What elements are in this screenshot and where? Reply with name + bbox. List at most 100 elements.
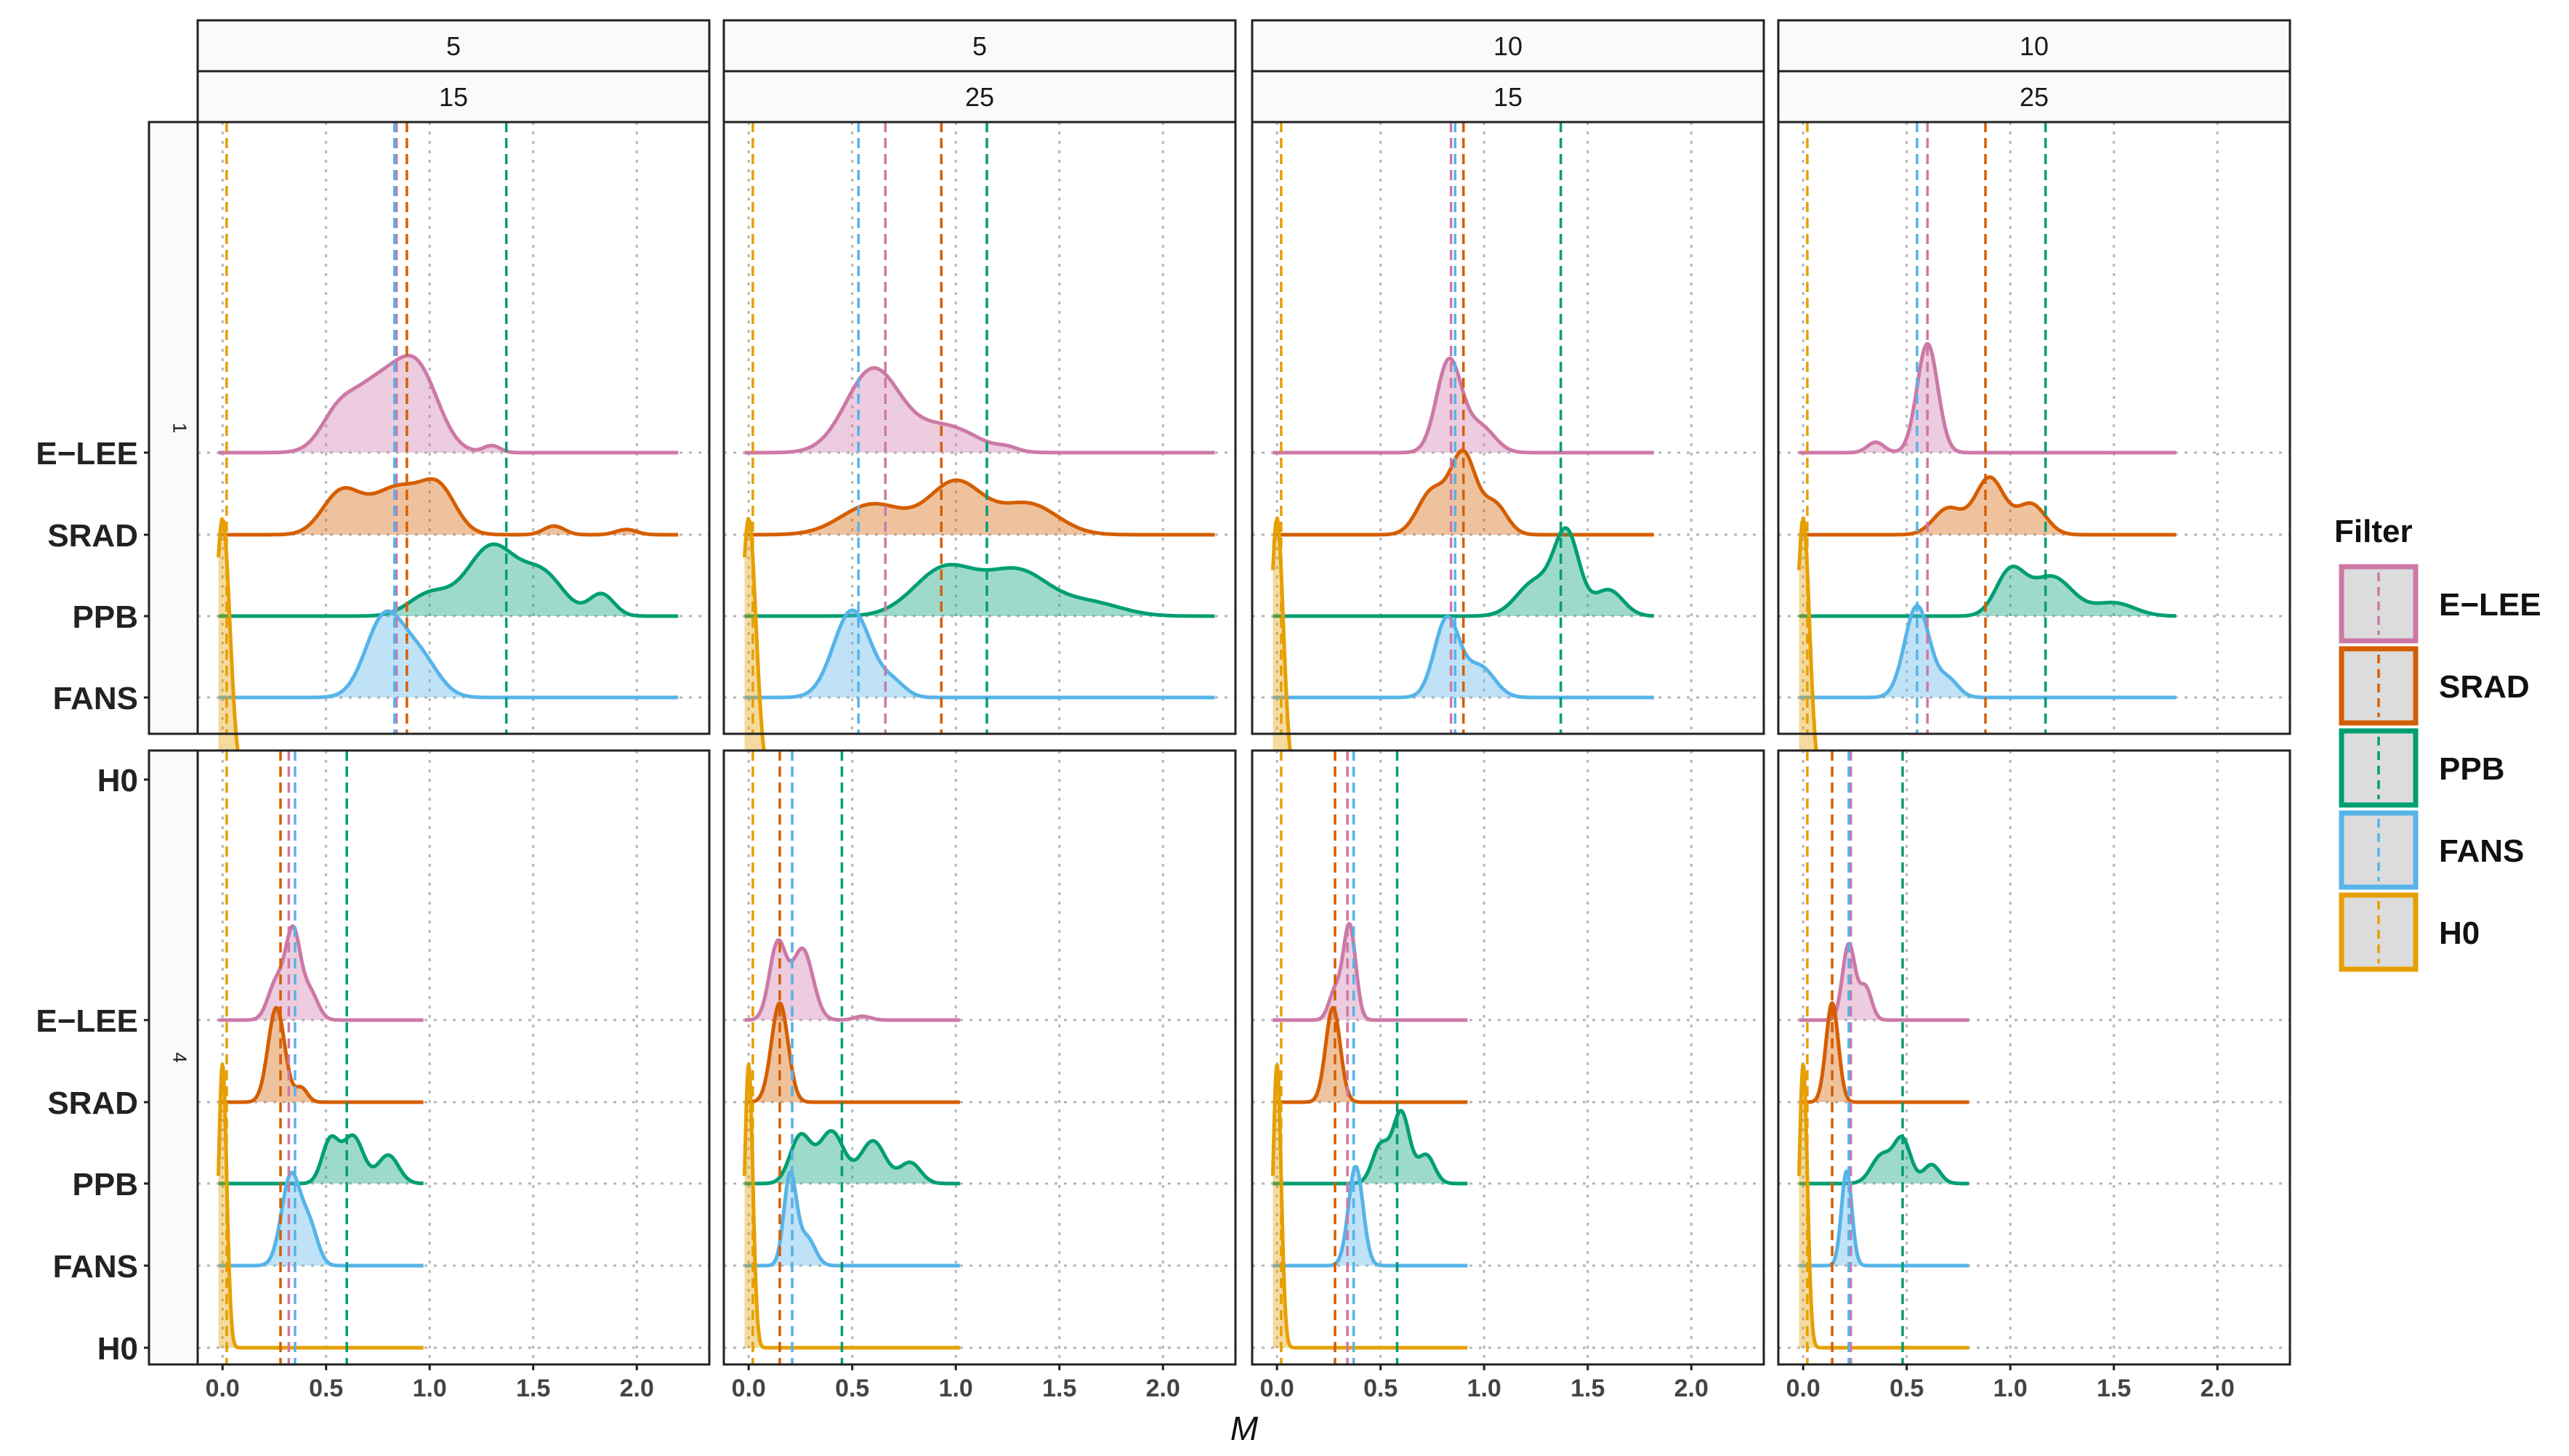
panel-border xyxy=(1777,749,2291,1366)
ridge-line-e-lee xyxy=(218,354,679,455)
col-strip-label-3-bottom: 25 xyxy=(2020,82,2049,112)
panel-r0-c0 xyxy=(196,121,711,782)
ridge-line-h0 xyxy=(1271,1063,1469,1350)
legend-label-e-lee: E−LEE xyxy=(2439,587,2541,623)
ridge-fill-ppb xyxy=(218,544,679,616)
ridge-fill-ppb xyxy=(1799,566,2177,616)
x-tick-label: 2.0 xyxy=(620,1375,654,1402)
ridge-fill-e-lee xyxy=(1273,358,1654,453)
y-tick-label-fans: FANS xyxy=(53,681,138,716)
x-tick-label: 1.5 xyxy=(1570,1375,1605,1402)
x-axis-title: M xyxy=(1230,1410,1259,1447)
legend-label-ppb: PPB xyxy=(2439,751,2504,787)
col-strip-3-top xyxy=(1777,19,2291,73)
ridge-fill-e-lee xyxy=(744,939,960,1020)
panel-r1-c2 xyxy=(1251,749,1765,1366)
ridge-fill-srad xyxy=(218,1008,424,1102)
col-strip-2-bottom xyxy=(1251,70,1765,124)
ridge-fill-e-lee xyxy=(218,355,679,453)
panel-r1-c3 xyxy=(1777,749,2291,1366)
x-tick-label: 2.0 xyxy=(1674,1375,1709,1402)
ridge-line-fans xyxy=(1273,615,1655,700)
legend-item-ppb: PPB xyxy=(2339,728,2504,808)
ridge-line-e-lee xyxy=(217,924,425,1022)
y-tick-label-srad: SRAD xyxy=(47,1085,138,1121)
legend-label-srad: SRAD xyxy=(2439,669,2530,705)
legend-item-srad: SRAD xyxy=(2339,646,2530,726)
y-tick-label-h0: H0 xyxy=(97,763,138,798)
panel-background xyxy=(724,122,1235,734)
ridge-fill-srad xyxy=(218,479,679,535)
ridge-fill-ppb xyxy=(1273,1110,1468,1184)
y-tick-label-e-lee: E−LEE xyxy=(36,436,138,472)
row-strip-label-0: 1 xyxy=(169,423,191,433)
row-strip-0 xyxy=(148,121,199,735)
ridge-fill-e-lee xyxy=(744,368,1215,453)
x-tick-label: 1.0 xyxy=(939,1375,973,1402)
ridge-line-e-lee xyxy=(744,366,1215,455)
x-tick-label: 0.5 xyxy=(1363,1375,1398,1402)
panels-layer xyxy=(196,121,2291,1366)
panel-background xyxy=(198,751,709,1364)
col-strip-1-top xyxy=(722,19,1237,73)
col-strip-label-2-top: 10 xyxy=(1493,31,1523,61)
ridge-fill-e-lee xyxy=(1799,943,1969,1020)
ridge-line-srad xyxy=(1797,1001,1970,1104)
col-strip-0-top xyxy=(196,19,711,73)
y-tick-label-e-lee: E−LEE xyxy=(36,1003,138,1039)
col-strip-label-3-top: 10 xyxy=(2020,31,2049,61)
panel-background xyxy=(1778,122,2290,734)
panel-border xyxy=(1251,749,1765,1366)
ridge-fill-ppb xyxy=(1799,1136,1969,1184)
panel-background xyxy=(724,751,1235,1364)
x-tick-label: 1.0 xyxy=(1993,1375,2028,1402)
x-tick-label: 0.5 xyxy=(1890,1375,1924,1402)
legend: Filter E−LEE SRAD PPB FANS H0 xyxy=(2334,514,2541,972)
ridge-line-h0 xyxy=(217,1063,425,1350)
panel-r0-c2 xyxy=(1251,121,1765,782)
x-tick-label: 0.0 xyxy=(1260,1375,1294,1402)
legend-label-fans: FANS xyxy=(2439,833,2524,869)
ridge-line-srad xyxy=(744,478,1215,537)
ridge-line-e-lee xyxy=(1272,921,1469,1022)
legend-item-e-lee: E−LEE xyxy=(2339,564,2541,644)
panel-r1-c1 xyxy=(722,749,1237,1366)
ridge-line-fans xyxy=(1797,1169,1970,1268)
x-tick-label: 0.0 xyxy=(732,1375,766,1402)
x-tick-label: 2.0 xyxy=(1146,1375,1180,1402)
ridge-fill-srad xyxy=(1799,477,2177,535)
x-tick-label: 1.5 xyxy=(1042,1375,1076,1402)
y-tick-label-srad: SRAD xyxy=(47,518,138,554)
panel-background xyxy=(198,122,709,734)
ridge-line-ppb xyxy=(1797,1135,1970,1186)
panel-border xyxy=(722,749,1237,1366)
y-tick-label-fans: FANS xyxy=(53,1249,138,1285)
col-strip-label-0-top: 5 xyxy=(446,31,461,61)
ridge-line-srad xyxy=(1799,475,2177,537)
col-strip-label-0-bottom: 15 xyxy=(439,82,468,112)
x-tick-label: 0.5 xyxy=(835,1375,869,1402)
legend-item-h0: H0 xyxy=(2339,892,2480,972)
panel-background xyxy=(1778,751,2290,1364)
ridge-fill-srad xyxy=(744,1003,960,1102)
ridge-line-srad xyxy=(1272,1006,1469,1104)
ridge-line-srad xyxy=(218,477,679,537)
col-strip-label-1-bottom: 25 xyxy=(965,82,994,112)
x-tick-label: 1.5 xyxy=(2097,1375,2131,1402)
x-tick-label: 0.5 xyxy=(309,1375,343,1402)
ridge-line-ppb xyxy=(217,1133,425,1186)
row-strip-label-1: 4 xyxy=(169,1052,191,1062)
ridge-line-fans xyxy=(217,1170,425,1268)
ridge-fill-srad xyxy=(744,480,1215,535)
col-strip-label-1-top: 5 xyxy=(972,31,987,61)
ridge-line-ppb xyxy=(1799,565,2177,618)
x-tick-label: 0.0 xyxy=(206,1375,240,1402)
ridge-line-e-lee xyxy=(1799,341,2177,455)
legend-title: Filter xyxy=(2334,514,2413,549)
x-tick-label: 1.5 xyxy=(516,1375,550,1402)
col-strip-2-top xyxy=(1251,19,1765,73)
col-strip-1-bottom xyxy=(722,70,1237,124)
ridge-line-fans xyxy=(744,608,1215,700)
y-tick-label-h0: H0 xyxy=(97,1331,138,1367)
